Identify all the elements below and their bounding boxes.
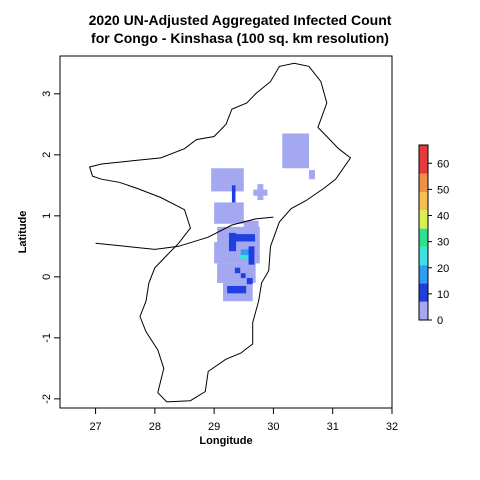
legend-frame	[418, 144, 429, 321]
legend-tick-label: 0	[437, 315, 443, 327]
y-tick-label: -1	[41, 333, 53, 343]
heatmap-cell	[240, 249, 253, 257]
y-tick-label: 1	[41, 213, 53, 219]
legend-color-band	[419, 265, 428, 284]
heatmap-cell	[239, 254, 251, 260]
legend-color-band	[419, 246, 428, 266]
legend-color-band	[419, 145, 428, 174]
heatmap-cell	[246, 278, 253, 285]
legend-tick-label: 40	[437, 211, 449, 223]
heatmap-cell	[282, 133, 309, 169]
legend-tick-label: 20	[437, 263, 449, 275]
legend-color-band	[419, 228, 428, 247]
heatmap-cell	[233, 234, 256, 242]
x-tick-label: 30	[267, 421, 279, 433]
heatmap-cell	[231, 185, 236, 204]
x-tick-label: 28	[149, 421, 161, 433]
x-tick-label: 27	[89, 421, 101, 433]
province-boundary	[95, 216, 274, 250]
heatmap-cell	[243, 220, 259, 229]
x-axis-title: Longitude	[199, 435, 252, 447]
heatmap-cell	[234, 267, 241, 274]
heatmap-cell	[253, 189, 268, 196]
legend-tick-label: 10	[437, 289, 449, 301]
x-tick-label: 31	[327, 421, 339, 433]
y-tick-label: -2	[41, 394, 53, 404]
heatmap-cell	[211, 168, 244, 192]
heatmap-cell	[227, 285, 247, 294]
y-tick-label: 2	[41, 152, 53, 158]
heatmap-cell	[309, 170, 315, 180]
legend-color-band	[419, 301, 428, 320]
y-axis-title: Latitude	[17, 211, 29, 254]
y-tick-label: 3	[41, 91, 53, 97]
heatmap-cell	[228, 232, 237, 252]
legend-color-band	[419, 192, 428, 211]
legend-tick-label: 30	[437, 237, 449, 249]
legend-color-band	[419, 283, 428, 302]
x-tick-label: 29	[208, 421, 220, 433]
country-outline	[88, 62, 352, 403]
heatmap-cell	[214, 202, 244, 224]
x-tick-label: 32	[386, 421, 398, 433]
legend-tick-label: 50	[437, 184, 449, 196]
chart-title-line-2: for Congo - Kinshasa (100 sq. km resolut…	[91, 30, 389, 46]
chart-title-line-1: 2020 UN-Adjusted Aggregated Infected Cou…	[88, 12, 392, 28]
heatmap-cell	[240, 273, 246, 279]
heatmap-cell	[248, 246, 255, 265]
legend-color-band	[419, 210, 428, 229]
y-tick-label: 0	[41, 274, 53, 280]
legend-tick-label: 60	[437, 158, 449, 170]
legend-color-band	[419, 173, 428, 193]
